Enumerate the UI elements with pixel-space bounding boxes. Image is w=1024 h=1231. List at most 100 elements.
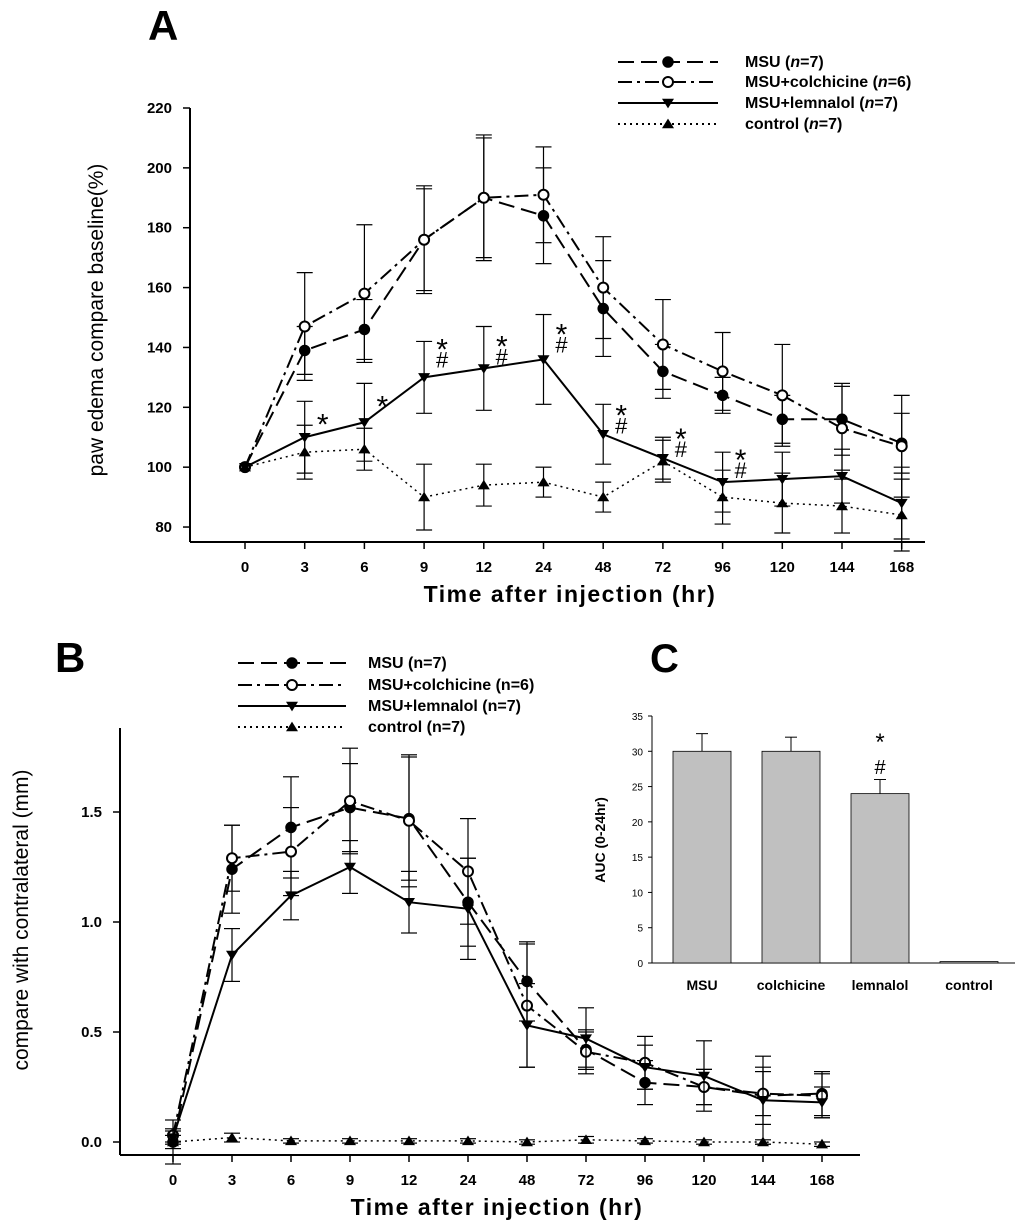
- chart-b-series-3-point-2: [285, 1135, 297, 1146]
- chart-b-series-2-point-7: [580, 1034, 592, 1044]
- chart-c-ytick-label-2: 10: [632, 888, 644, 899]
- chart-a-legend-marker-1: [662, 76, 674, 88]
- chart-b-x-ticks: 0 3 6 9 12 24 48 72 96 120 144 168: [169, 1155, 835, 1189]
- chart-b-series-2-point-5: [462, 904, 474, 915]
- chart-a-series-2-point-6: [597, 430, 610, 440]
- chart-b-xtick-label-2: 6: [287, 1172, 295, 1189]
- chart-a-series-3-point-11: [895, 509, 908, 520]
- chart-a-series-1-point-10: [836, 422, 848, 435]
- chart-c-bars: *#: [672, 729, 999, 964]
- chart-c-bar-3: [939, 961, 999, 964]
- chart-a-annotation-4-0: *: [556, 318, 568, 351]
- chart-b-xtick-label-7: 72: [578, 1172, 595, 1189]
- chart-b-xtick-label-10: 144: [750, 1172, 776, 1189]
- chart-b-series-2-point-9: [698, 1071, 710, 1082]
- chart-a-annotation-7-1: #: [734, 458, 747, 483]
- chart-a-series-1-point-3: [418, 233, 431, 246]
- chart-a-series-3-point-4: [477, 479, 490, 490]
- chart-a-series-3-point-6: [597, 491, 610, 502]
- chart-c-annotation-0-0: *: [875, 729, 884, 756]
- legend-a-label-0: MSU (n=7): [745, 54, 824, 71]
- chart-a-series-2-point-2: [358, 418, 371, 428]
- chart-a-xtick-label-6: 48: [595, 559, 612, 576]
- chart-a-series-2-line: [244, 358, 903, 505]
- chart-c-bar-2: [850, 793, 910, 964]
- chart-b-xtick-label-11: 168: [809, 1172, 834, 1189]
- chart-a-annotation-2-0: *: [436, 333, 448, 366]
- legend-b-label-1: MSU+colchicine (n=6): [368, 677, 534, 694]
- chart-a-xtick-label-9: 120: [770, 559, 795, 576]
- legend-a-label-2: MSU+lemnalol (n=7): [745, 95, 898, 112]
- chart-b-xlabel: Time after injection (hr): [351, 1194, 644, 1220]
- chart-c-ytick-label-4: 20: [632, 818, 644, 829]
- chart-b-series-2-point-3: [344, 862, 356, 873]
- chart-c-xtick-label-3: control: [945, 977, 992, 993]
- chart-a-series-3-point-9: [776, 497, 789, 508]
- chart-a-series-3-point-2: [358, 443, 371, 454]
- chart-b-series-2-point-6: [521, 1021, 533, 1031]
- chart-a-series-1-point-7: [656, 338, 669, 351]
- panel-label-b: B: [55, 634, 85, 681]
- chart-b-legend-marker-2: [286, 701, 298, 712]
- legend-b-label-3: control (n=7): [368, 719, 465, 736]
- chart-c-xtick-label-0: MSU: [686, 977, 717, 993]
- chart-c-ytick-label-6: 30: [632, 747, 644, 758]
- chart-a-series-1-point-4: [477, 191, 490, 204]
- chart-b-series-2-point-1: [226, 950, 238, 961]
- chart-a-series-1-point-9: [776, 389, 789, 402]
- chart-b-legend-marker-3: [286, 721, 298, 732]
- chart-a-annotation-5-1: #: [615, 413, 628, 438]
- chart-b-series-1-point-4: [403, 814, 415, 827]
- chart-a-series-3-point-7: [656, 455, 669, 466]
- chart-a-series-3-point-1: [298, 446, 311, 457]
- chart-b-series-3-point-8: [639, 1135, 651, 1146]
- chart-a-series-1-point-5: [537, 188, 550, 201]
- chart-c-x-ticks: MSU colchicine lemnalol control: [686, 977, 992, 993]
- chart-a-series-3-line: [244, 448, 902, 516]
- chart-c-ytick-label-7: 35: [632, 712, 644, 723]
- chart-a-xlabel: Time after injection (hr): [424, 581, 717, 607]
- chart-c-ytick-label-1: 5: [637, 924, 643, 935]
- chart-a-ytick-label-2: 120: [147, 399, 172, 416]
- chart-c-bar-1: [761, 750, 821, 964]
- chart-b-series-3-point-6: [521, 1136, 533, 1147]
- chart-a-xtick-label-10: 144: [829, 559, 855, 576]
- chart-b-xtick-label-9: 120: [691, 1172, 716, 1189]
- chart-b-y-ticks: 0.0 0.5 1.0 1.5: [81, 804, 120, 1151]
- chart-b-ytick-label-1: 0.5: [81, 1024, 102, 1041]
- chart-b-series-1-line: [172, 799, 823, 1136]
- chart-c: 0 5 10 15 20 25 30 35 *# MSU colchicine lemnalol c…: [585, 700, 1015, 993]
- chart-a-annotations: ***# *#*#*# *# *#: [317, 318, 748, 483]
- chart-a-ytick-label-5: 180: [147, 220, 172, 237]
- chart-b-xtick-label-3: 9: [346, 1172, 354, 1189]
- chart-b-ytick-label-3: 1.5: [81, 804, 102, 821]
- chart-c-ytick-label-3: 15: [632, 853, 644, 864]
- chart-a-x-ticks: 0 3 6 9 12 24 48 72 96 120 144 168: [241, 542, 914, 576]
- chart-c-ytick-label-5: 25: [632, 783, 644, 794]
- chart-c-bar-0: [672, 750, 732, 964]
- chart-a-series-3-point-3: [418, 491, 431, 502]
- chart-a-ytick-label-0: 80: [155, 519, 172, 536]
- chart-a-legend: MSU (n=7) MSU+colchicine (n=6) MSU+lemna…: [618, 54, 911, 133]
- chart-b-xtick-label-0: 0: [169, 1172, 177, 1189]
- chart-c-ylabel: AUC (0-24hr): [592, 797, 608, 883]
- chart-a-series-2-point-3: [418, 373, 431, 383]
- chart-a-series: [239, 134, 910, 552]
- chart-b-series-3-line: [172, 1136, 823, 1145]
- chart-b-legend: MSU (n=7) MSU+colchicine (n=6) MSU+lemna…: [238, 655, 534, 736]
- chart-a-ytick-label-1: 100: [147, 459, 172, 476]
- chart-c-annotation-0-1: #: [874, 757, 886, 779]
- chart-c-xtick-label-1: colchicine: [757, 977, 826, 993]
- chart-b-axes: [119, 728, 860, 1156]
- chart-c-xtick-label-2: lemnalol: [852, 977, 909, 993]
- chart-b-ytick-label-0: 0.0: [81, 1134, 102, 1151]
- chart-a-xtick-label-4: 12: [475, 559, 492, 576]
- chart-b-series-2-point-2: [285, 891, 297, 901]
- chart-a-series-0-line: [244, 196, 903, 468]
- chart-b-series-3-point-10: [757, 1136, 769, 1147]
- chart-c-ytick-label-0: 0: [637, 959, 643, 970]
- chart-b-xtick-label-6: 48: [519, 1172, 536, 1189]
- chart-b-series-3-point-11: [816, 1138, 828, 1149]
- chart-b-series-0-line: [172, 806, 823, 1143]
- chart-a-series-3-point-5: [537, 476, 550, 487]
